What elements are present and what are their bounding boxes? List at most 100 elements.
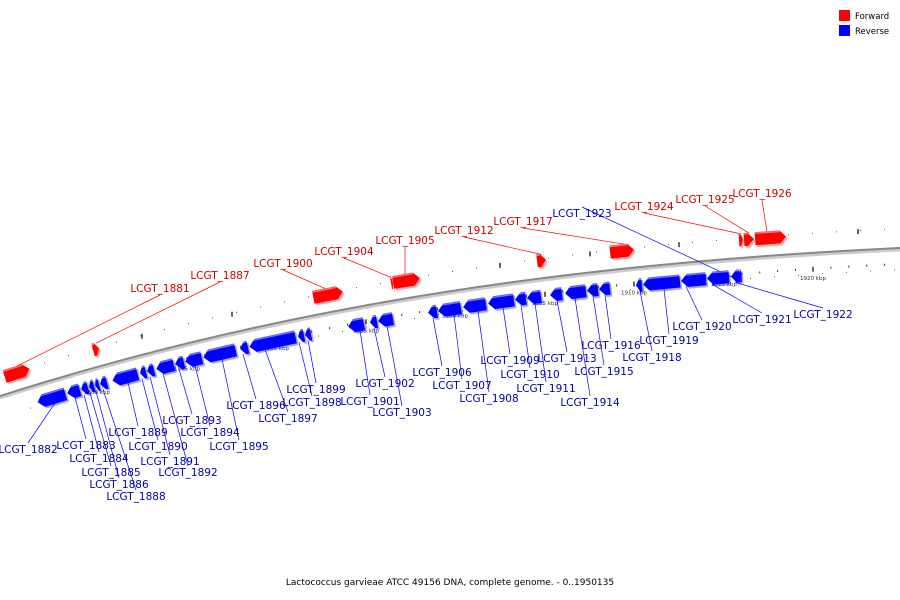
- forward-gene-arrow[interactable]: [389, 276, 394, 290]
- gene-label[interactable]: LCGT_1911: [516, 383, 575, 395]
- gene-label[interactable]: LCGT_1901: [340, 396, 399, 408]
- gene-label[interactable]: LCGT_1916: [581, 340, 641, 352]
- gene-label[interactable]: LCGT_1882: [0, 444, 58, 456]
- gene-feature[interactable]: [536, 253, 548, 270]
- gene-feature[interactable]: [110, 367, 142, 389]
- gene-feature[interactable]: [138, 365, 150, 381]
- gene-label[interactable]: LCGT_1903: [372, 407, 431, 419]
- gene-feature[interactable]: [248, 330, 299, 355]
- gene-label[interactable]: LCGT_1888: [106, 491, 165, 503]
- reverse-gene-arrow[interactable]: [427, 304, 438, 319]
- gene-feature[interactable]: [427, 304, 440, 321]
- gene-feature[interactable]: [79, 381, 92, 398]
- gene-label[interactable]: LCGT_1913: [537, 353, 596, 365]
- gene-feature[interactable]: [65, 383, 84, 401]
- gene-feature[interactable]: [609, 243, 636, 261]
- gene-label[interactable]: LCGT_1915: [574, 366, 633, 378]
- reverse-gene-arrow[interactable]: [377, 312, 395, 327]
- forward-gene-arrow[interactable]: [392, 272, 421, 289]
- forward-gene-arrow[interactable]: [536, 253, 547, 268]
- gene-label[interactable]: LCGT_1894: [180, 427, 240, 439]
- reverse-gene-arrow[interactable]: [87, 379, 96, 394]
- reverse-gene-arrow[interactable]: [111, 367, 140, 387]
- gene-label[interactable]: LCGT_1925: [675, 194, 734, 206]
- gene-feature[interactable]: [754, 230, 788, 248]
- gene-feature[interactable]: [680, 272, 709, 289]
- reverse-gene-arrow[interactable]: [635, 278, 643, 292]
- gene-feature[interactable]: [145, 363, 158, 380]
- gene-feature[interactable]: [437, 301, 464, 320]
- reverse-gene-arrow[interactable]: [526, 289, 542, 305]
- reverse-gene-arrow[interactable]: [65, 383, 82, 400]
- gene-feature[interactable]: [238, 340, 252, 357]
- reverse-gene-arrow[interactable]: [297, 328, 306, 343]
- gene-feature[interactable]: [93, 378, 103, 394]
- gene-label[interactable]: LCGT_1887: [190, 270, 249, 282]
- forward-gene-arrow[interactable]: [2, 363, 32, 383]
- gene-label[interactable]: LCGT_1919: [639, 335, 698, 347]
- gene-feature[interactable]: [87, 379, 98, 395]
- gene-feature[interactable]: [462, 297, 489, 315]
- gene-label[interactable]: LCGT_1895: [209, 441, 268, 453]
- reverse-gene-arrow[interactable]: [304, 327, 313, 341]
- forward-gene-arrow[interactable]: [738, 233, 743, 247]
- gene-label[interactable]: LCGT_1907: [432, 380, 491, 392]
- gene-feature[interactable]: [98, 375, 111, 393]
- gene-feature[interactable]: [35, 387, 70, 410]
- gene-label[interactable]: LCGT_1908: [459, 393, 518, 405]
- gene-feature[interactable]: [549, 287, 565, 304]
- gene-label[interactable]: LCGT_1922: [793, 309, 852, 321]
- gene-label[interactable]: LCGT_1914: [560, 397, 620, 409]
- gene-feature[interactable]: [202, 343, 239, 365]
- reverse-gene-arrow[interactable]: [184, 351, 204, 368]
- gene-label[interactable]: LCGT_1910: [500, 369, 559, 381]
- gene-label[interactable]: LCGT_1912: [434, 225, 493, 237]
- reverse-gene-arrow[interactable]: [347, 317, 366, 333]
- gene-label[interactable]: LCGT_1890: [128, 441, 187, 453]
- reverse-gene-arrow[interactable]: [549, 287, 563, 301]
- reverse-gene-arrow[interactable]: [564, 284, 587, 300]
- gene-feature[interactable]: [392, 271, 423, 291]
- reverse-gene-arrow[interactable]: [155, 358, 176, 375]
- gene-label[interactable]: LCGT_1923: [552, 208, 611, 220]
- forward-gene-arrow[interactable]: [609, 243, 634, 259]
- gene-label[interactable]: LCGT_1926: [732, 188, 792, 200]
- reverse-gene-arrow[interactable]: [462, 297, 487, 313]
- reverse-gene-arrow[interactable]: [174, 355, 186, 371]
- reverse-gene-arrow[interactable]: [369, 315, 379, 329]
- gene-label[interactable]: LCGT_1892: [158, 467, 217, 479]
- gene-label[interactable]: LCGT_1920: [672, 321, 731, 333]
- gene-feature[interactable]: [738, 233, 745, 249]
- reverse-gene-arrow[interactable]: [239, 340, 250, 355]
- reverse-gene-arrow[interactable]: [487, 293, 515, 310]
- reverse-gene-arrow[interactable]: [93, 378, 101, 392]
- gene-label[interactable]: LCGT_1885: [81, 467, 140, 479]
- reverse-gene-arrow[interactable]: [437, 301, 462, 317]
- gene-label[interactable]: LCGT_1902: [355, 378, 414, 390]
- gene-feature[interactable]: [368, 315, 380, 331]
- reverse-gene-arrow[interactable]: [202, 343, 238, 364]
- gene-label[interactable]: LCGT_1893: [162, 415, 221, 427]
- gene-label[interactable]: LCGT_1886: [89, 479, 149, 491]
- gene-label[interactable]: LCGT_1881: [130, 283, 189, 295]
- gene-label[interactable]: LCGT_1924: [614, 201, 674, 213]
- gene-feature[interactable]: [296, 328, 308, 345]
- forward-gene-arrow[interactable]: [91, 342, 100, 357]
- gene-label[interactable]: LCGT_1900: [253, 258, 312, 270]
- reverse-gene-arrow[interactable]: [514, 291, 527, 306]
- reverse-gene-arrow[interactable]: [145, 363, 156, 377]
- reverse-gene-arrow[interactable]: [730, 269, 741, 283]
- gene-label[interactable]: LCGT_1896: [226, 400, 286, 412]
- gene-feature[interactable]: [91, 342, 102, 358]
- reverse-gene-arrow[interactable]: [642, 274, 681, 292]
- gene-label[interactable]: LCGT_1897: [258, 413, 317, 425]
- reverse-gene-arrow[interactable]: [98, 375, 109, 390]
- gene-feature[interactable]: [564, 284, 589, 302]
- reverse-gene-arrow[interactable]: [598, 281, 611, 296]
- gene-feature[interactable]: [586, 283, 601, 299]
- gene-feature[interactable]: [183, 351, 206, 370]
- gene-feature[interactable]: [2, 362, 34, 385]
- reverse-gene-arrow[interactable]: [36, 387, 68, 409]
- gene-feature[interactable]: [514, 291, 529, 309]
- gene-label[interactable]: LCGT_1899: [286, 384, 345, 396]
